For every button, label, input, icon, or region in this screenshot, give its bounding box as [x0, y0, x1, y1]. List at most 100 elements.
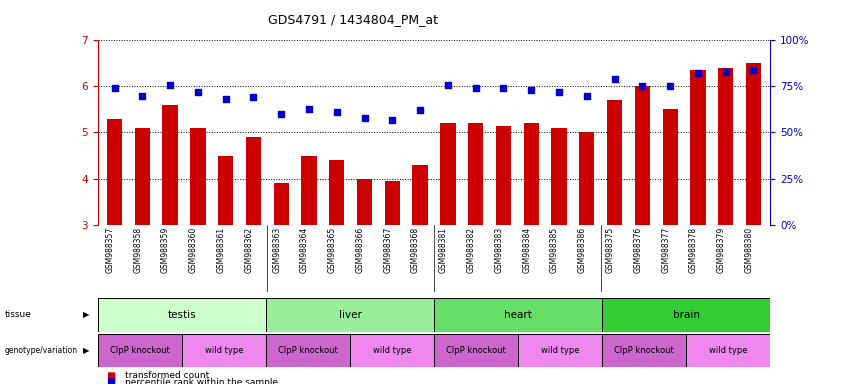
- Bar: [134, 128, 150, 225]
- Text: GSM988379: GSM988379: [717, 227, 726, 273]
- Text: GSM988376: GSM988376: [633, 227, 643, 273]
- Text: wild type: wild type: [709, 346, 747, 355]
- Text: genotype/variation: genotype/variation: [4, 346, 77, 355]
- Bar: [246, 137, 261, 225]
- Point: [191, 89, 205, 95]
- Bar: [607, 100, 622, 225]
- Bar: [273, 183, 288, 225]
- Text: heart: heart: [504, 310, 532, 320]
- Bar: [266, 298, 434, 332]
- Bar: [163, 105, 178, 225]
- Text: tissue: tissue: [4, 310, 31, 319]
- Text: GSM988363: GSM988363: [272, 227, 281, 273]
- Point: [497, 85, 511, 91]
- Bar: [357, 179, 372, 225]
- Point: [386, 116, 399, 122]
- Text: GSM988375: GSM988375: [606, 227, 614, 273]
- Bar: [182, 334, 266, 367]
- Point: [247, 94, 260, 101]
- Bar: [98, 298, 266, 332]
- Text: ■: ■: [106, 377, 116, 384]
- Text: GSM988384: GSM988384: [523, 227, 531, 273]
- Bar: [602, 298, 770, 332]
- Point: [608, 76, 621, 82]
- Text: GSM988361: GSM988361: [217, 227, 226, 273]
- Bar: [434, 334, 518, 367]
- Text: liver: liver: [339, 310, 362, 320]
- Bar: [663, 109, 677, 225]
- Bar: [329, 160, 345, 225]
- Text: GSM988357: GSM988357: [106, 227, 115, 273]
- Text: testis: testis: [168, 310, 197, 320]
- Text: GSM988360: GSM988360: [189, 227, 198, 273]
- Text: GSM988381: GSM988381: [439, 227, 448, 273]
- Bar: [686, 334, 770, 367]
- Text: GSM988366: GSM988366: [356, 227, 364, 273]
- Text: percentile rank within the sample: percentile rank within the sample: [125, 377, 278, 384]
- Bar: [523, 123, 539, 225]
- Bar: [301, 156, 317, 225]
- Text: ▶: ▶: [83, 346, 89, 355]
- Bar: [518, 334, 602, 367]
- Bar: [580, 132, 595, 225]
- Bar: [496, 126, 511, 225]
- Point: [441, 81, 454, 88]
- Bar: [434, 298, 602, 332]
- Bar: [690, 70, 705, 225]
- Point: [580, 93, 594, 99]
- Point: [524, 87, 538, 93]
- Text: ▶: ▶: [83, 310, 89, 319]
- Text: GSM988359: GSM988359: [161, 227, 170, 273]
- Point: [469, 85, 483, 91]
- Bar: [440, 123, 455, 225]
- Bar: [266, 334, 350, 367]
- Bar: [413, 165, 428, 225]
- Point: [330, 109, 344, 115]
- Text: GSM988386: GSM988386: [578, 227, 587, 273]
- Point: [636, 83, 649, 89]
- Bar: [218, 156, 233, 225]
- Bar: [468, 123, 483, 225]
- Point: [552, 89, 566, 95]
- Point: [663, 83, 677, 89]
- Text: ClpP knockout: ClpP knockout: [110, 346, 169, 355]
- Text: GSM988380: GSM988380: [745, 227, 753, 273]
- Point: [274, 111, 288, 117]
- Point: [219, 96, 232, 103]
- Text: ClpP knockout: ClpP knockout: [278, 346, 338, 355]
- Point: [163, 81, 177, 88]
- Text: GSM988362: GSM988362: [244, 227, 254, 273]
- Point: [691, 70, 705, 76]
- Text: GSM988378: GSM988378: [689, 227, 698, 273]
- Text: ClpP knockout: ClpP knockout: [614, 346, 674, 355]
- Bar: [635, 86, 650, 225]
- Point: [302, 106, 316, 112]
- Text: wild type: wild type: [205, 346, 243, 355]
- Text: GSM988365: GSM988365: [328, 227, 337, 273]
- Bar: [191, 128, 205, 225]
- Point: [357, 115, 371, 121]
- Text: GSM988382: GSM988382: [466, 227, 476, 273]
- Text: wild type: wild type: [373, 346, 411, 355]
- Text: GSM988364: GSM988364: [300, 227, 309, 273]
- Bar: [745, 63, 761, 225]
- Text: GSM988368: GSM988368: [411, 227, 420, 273]
- Text: GSM988383: GSM988383: [494, 227, 504, 273]
- Bar: [602, 334, 686, 367]
- Text: wild type: wild type: [541, 346, 580, 355]
- Point: [135, 93, 149, 99]
- Bar: [107, 119, 123, 225]
- Bar: [385, 181, 400, 225]
- Bar: [551, 128, 567, 225]
- Text: GSM988385: GSM988385: [550, 227, 559, 273]
- Text: ClpP knockout: ClpP knockout: [446, 346, 505, 355]
- Bar: [98, 334, 182, 367]
- Text: ■: ■: [106, 371, 116, 381]
- Point: [414, 107, 427, 113]
- Text: GSM988358: GSM988358: [134, 227, 142, 273]
- Text: brain: brain: [672, 310, 700, 320]
- Bar: [718, 68, 734, 225]
- Point: [108, 85, 122, 91]
- Text: GSM988377: GSM988377: [661, 227, 670, 273]
- Bar: [350, 334, 434, 367]
